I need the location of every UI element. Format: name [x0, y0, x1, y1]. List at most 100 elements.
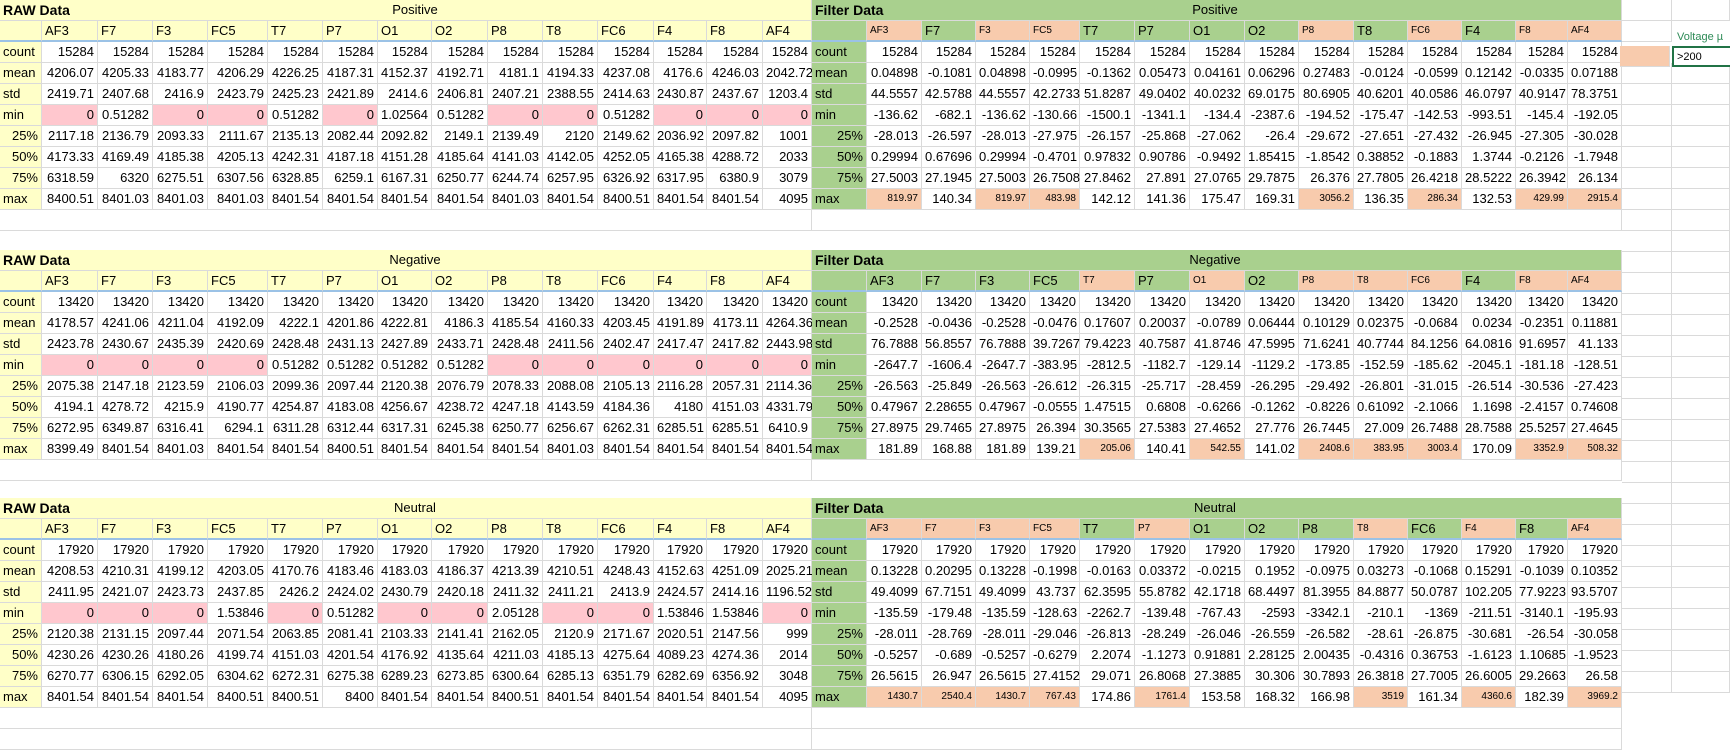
empty-row[interactable]: [812, 210, 1622, 231]
filter-value-cell[interactable]: -0.6266: [1190, 397, 1245, 418]
raw-value-cell[interactable]: 2136.79: [98, 126, 153, 147]
raw-value-cell[interactable]: 4185.13: [543, 645, 598, 666]
raw-value-cell[interactable]: 0: [488, 355, 543, 376]
filter-value-cell[interactable]: 15284: [1516, 42, 1568, 63]
filter-value-cell[interactable]: -26.4: [1245, 126, 1299, 147]
filter-value-cell[interactable]: 0.97832: [1080, 147, 1135, 168]
filter-value-cell[interactable]: 17920: [976, 540, 1030, 561]
raw-value-cell[interactable]: 6306.15: [98, 666, 153, 687]
raw-value-cell[interactable]: 4205.33: [98, 63, 153, 84]
raw-value-cell[interactable]: 4183.03: [378, 561, 432, 582]
raw-value-cell[interactable]: 0: [208, 105, 268, 126]
filter-value-cell[interactable]: -0.0163: [1080, 561, 1135, 582]
filter-value-cell[interactable]: -142.53: [1408, 105, 1462, 126]
raw-value-cell[interactable]: 6245.38: [432, 418, 488, 439]
raw-value-cell[interactable]: 4089.23: [654, 645, 707, 666]
filter-value-cell[interactable]: 46.0797: [1462, 84, 1516, 105]
filter-value-cell[interactable]: -26.801: [1354, 376, 1408, 397]
filter-value-cell[interactable]: 174.86: [1080, 687, 1135, 708]
raw-value-cell[interactable]: 2036.92: [654, 126, 707, 147]
raw-value-cell[interactable]: 8400: [323, 687, 378, 708]
filter-value-cell[interactable]: 29.2663: [1516, 666, 1568, 687]
raw-value-cell[interactable]: 8401.54: [323, 189, 378, 210]
filter-header-fc5[interactable]: FC5: [1030, 21, 1080, 42]
raw-value-cell[interactable]: 8401.54: [42, 687, 98, 708]
empty-cell[interactable]: [1622, 21, 1672, 42]
raw-header-f8[interactable]: F8: [707, 271, 763, 292]
filter-value-cell[interactable]: -0.9492: [1190, 147, 1245, 168]
raw-value-cell[interactable]: 1.53846: [208, 603, 268, 624]
filter-value-cell[interactable]: 1430.7: [976, 687, 1030, 708]
filter-value-cell[interactable]: 15284: [867, 42, 922, 63]
raw-header-f3[interactable]: F3: [153, 21, 208, 42]
raw-value-cell[interactable]: 2414.16: [707, 582, 763, 603]
filter-value-cell[interactable]: 91.6957: [1516, 334, 1568, 355]
raw-value-cell[interactable]: 2402.47: [598, 334, 654, 355]
filter-header-f4[interactable]: F4: [1462, 21, 1516, 42]
filter-value-cell[interactable]: -28.011: [867, 624, 922, 645]
raw-value-cell[interactable]: 0.51282: [268, 105, 323, 126]
filter-value-cell[interactable]: 49.4099: [976, 582, 1030, 603]
raw-header-o1[interactable]: O1: [378, 519, 432, 540]
raw-header-f3[interactable]: F3: [153, 271, 208, 292]
filter-value-cell[interactable]: -26.315: [1080, 376, 1135, 397]
raw-value-cell[interactable]: 4206.07: [42, 63, 98, 84]
raw-value-cell[interactable]: 4201.54: [323, 645, 378, 666]
filter-header-f3[interactable]: F3: [976, 21, 1030, 42]
raw-value-cell[interactable]: 8401.03: [543, 439, 598, 460]
raw-value-cell[interactable]: 2431.13: [323, 334, 378, 355]
raw-value-cell[interactable]: 4203.45: [598, 313, 654, 334]
filter-value-cell[interactable]: 15284: [1354, 42, 1408, 63]
raw-value-cell[interactable]: 8401.54: [598, 687, 654, 708]
filter-value-cell[interactable]: -211.51: [1462, 603, 1516, 624]
filter-value-cell[interactable]: 0.0234: [1462, 313, 1516, 334]
raw-value-cell[interactable]: 6285.51: [707, 418, 763, 439]
raw-value-cell[interactable]: 2406.81: [432, 84, 488, 105]
raw-value-cell[interactable]: 2411.95: [42, 582, 98, 603]
filter-value-cell[interactable]: 17920: [1135, 540, 1190, 561]
filter-value-cell[interactable]: 17920: [1245, 540, 1299, 561]
filter-value-cell[interactable]: 26.376: [1299, 168, 1354, 189]
filter-value-cell[interactable]: 182.39: [1516, 687, 1568, 708]
raw-value-cell[interactable]: 2103.33: [378, 624, 432, 645]
raw-value-cell[interactable]: 0: [543, 105, 598, 126]
raw-value-cell[interactable]: 1196.52: [763, 582, 812, 603]
filter-value-cell[interactable]: -28.769: [922, 624, 976, 645]
raw-value-cell[interactable]: 4165.38: [654, 147, 707, 168]
filter-value-cell[interactable]: 26.7445: [1299, 418, 1354, 439]
raw-value-cell[interactable]: 0: [98, 355, 153, 376]
filter-value-cell[interactable]: 13420: [1245, 292, 1299, 313]
raw-value-cell[interactable]: 4264.36: [763, 313, 813, 334]
filter-value-cell[interactable]: 169.31: [1245, 189, 1299, 210]
raw-value-cell[interactable]: 15284: [153, 42, 208, 63]
filter-value-cell[interactable]: 26.58: [1568, 666, 1622, 687]
filter-value-cell[interactable]: -0.1262: [1245, 397, 1299, 418]
filter-value-cell[interactable]: 141.02: [1245, 439, 1299, 460]
raw-value-cell[interactable]: 4211.04: [153, 313, 208, 334]
filter-value-cell[interactable]: 29.7465: [922, 418, 976, 439]
raw-value-cell[interactable]: 4187.31: [323, 63, 378, 84]
threshold-swatch[interactable]: [1620, 46, 1670, 67]
filter-value-cell[interactable]: 3352.9: [1516, 439, 1568, 460]
filter-header-f7[interactable]: F7: [922, 271, 976, 292]
filter-value-cell[interactable]: -2.4157: [1516, 397, 1568, 418]
raw-value-cell[interactable]: 2105.13: [598, 376, 654, 397]
raw-value-cell[interactable]: 6257.95: [543, 168, 598, 189]
filter-value-cell[interactable]: 0.74608: [1568, 397, 1622, 418]
raw-value-cell[interactable]: 2416.9: [153, 84, 208, 105]
filter-value-cell[interactable]: 170.09: [1462, 439, 1516, 460]
filter-value-cell[interactable]: -26.563: [976, 376, 1030, 397]
filter-value-cell[interactable]: 27.4652: [1190, 418, 1245, 439]
empty-cell[interactable]: [1622, 399, 1672, 420]
filter-value-cell[interactable]: -0.1998: [1030, 561, 1080, 582]
raw-value-cell[interactable]: 2430.87: [654, 84, 707, 105]
filter-header-o2[interactable]: O2: [1245, 271, 1299, 292]
filter-value-cell[interactable]: -31.015: [1408, 376, 1462, 397]
filter-value-cell[interactable]: -194.52: [1299, 105, 1354, 126]
filter-value-cell[interactable]: 0.06444: [1245, 313, 1299, 334]
raw-value-cell[interactable]: 4247.18: [488, 397, 543, 418]
filter-value-cell[interactable]: 30.306: [1245, 666, 1299, 687]
raw-header-o1[interactable]: O1: [378, 21, 432, 42]
filter-header-fc5[interactable]: FC5: [1030, 271, 1080, 292]
raw-value-cell[interactable]: 1203.4: [763, 84, 812, 105]
